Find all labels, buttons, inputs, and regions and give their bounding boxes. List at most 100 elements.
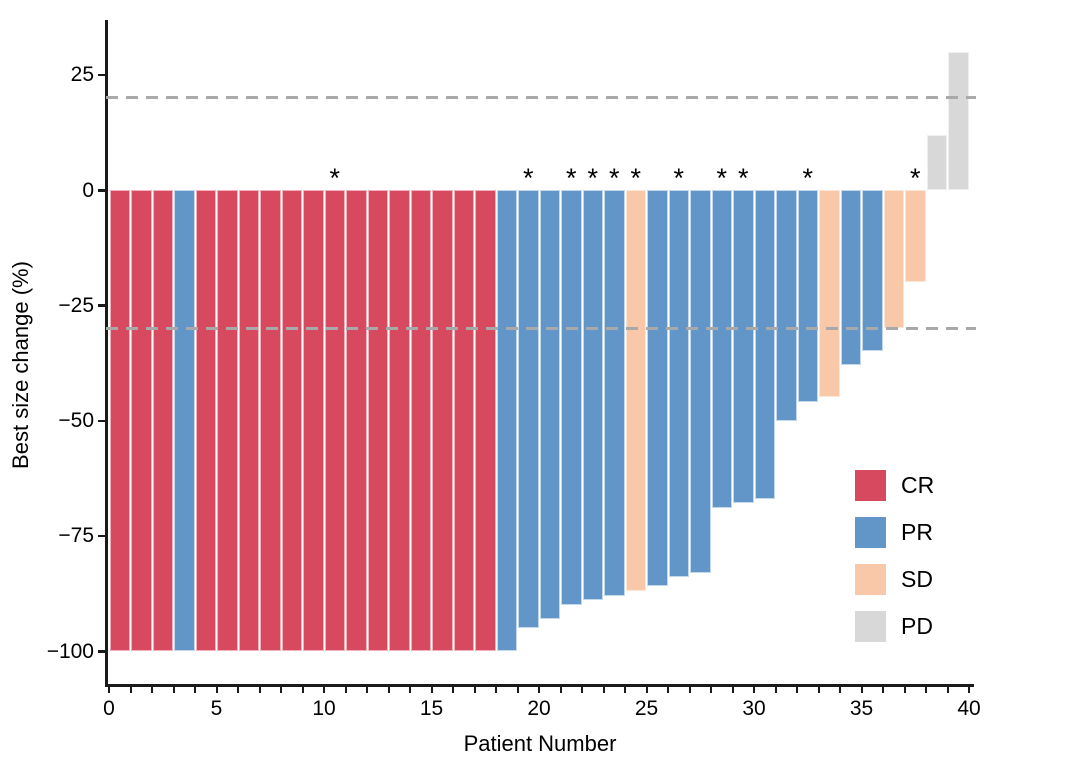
bar-patient-34 (819, 190, 840, 398)
bar-patient-21 (539, 190, 560, 619)
significance-asterisk-patient-29: * (716, 163, 727, 193)
bar-patient-33 (797, 190, 818, 403)
y-tick (98, 534, 105, 538)
x-tick (624, 687, 626, 693)
bar-patient-30 (733, 190, 754, 504)
x-tick (516, 687, 519, 693)
x-tick (301, 687, 304, 693)
bar-patient-6 (217, 190, 238, 651)
y-tick (98, 419, 105, 422)
bar-patient-39 (926, 134, 947, 190)
x-tick (753, 687, 755, 693)
bar-patient-10 (303, 190, 324, 651)
x-tick (323, 687, 325, 693)
bar-patient-35 (840, 190, 861, 366)
x-tick (903, 687, 906, 693)
x-tick (688, 687, 691, 693)
legend-item-cr: CR (855, 469, 934, 501)
bar-patient-26 (647, 190, 668, 587)
x-tick (172, 687, 175, 693)
legend-label-sd: SD (901, 565, 933, 592)
bar-patient-18 (475, 190, 496, 651)
bar-patient-40 (948, 51, 969, 190)
bar-patient-25 (625, 190, 646, 592)
x-tick (344, 687, 347, 693)
bar-patient-7 (238, 190, 259, 651)
bar-patient-4 (174, 190, 195, 651)
y-tick-label: −50 (58, 409, 94, 432)
x-tick (710, 687, 712, 693)
x-tick (215, 687, 218, 693)
legend-label-pd: PD (901, 612, 933, 639)
x-tick (387, 687, 390, 693)
x-tick (559, 687, 562, 693)
significance-asterisk-patient-24: * (608, 163, 620, 193)
x-tick (194, 687, 196, 693)
reference-line-minus30 (106, 326, 976, 330)
significance-asterisk-patient-25: * (630, 163, 641, 193)
bar-patient-14 (389, 190, 410, 651)
x-tick (774, 687, 777, 693)
bar-patient-28 (690, 190, 711, 573)
x-tick (473, 687, 476, 693)
x-tick (645, 687, 648, 693)
bar-patient-8 (260, 190, 281, 651)
significance-asterisk-patient-38: * (909, 163, 921, 193)
x-tick (129, 687, 132, 693)
legend-item-pd: PD (855, 610, 933, 642)
x-tick (817, 687, 820, 693)
x-tick (581, 687, 583, 693)
y-tick-label: 0 (82, 178, 94, 202)
x-tick (151, 687, 153, 693)
legend-item-sd: SD (855, 563, 933, 595)
bar-patient-5 (195, 190, 216, 651)
legend-label-pr: PR (901, 518, 933, 545)
x-tick (860, 687, 863, 693)
legend-swatch-sd (855, 563, 886, 595)
x-tick (366, 687, 368, 693)
bar-patient-27 (668, 190, 689, 578)
x-tick (602, 687, 605, 693)
bar-patient-38 (905, 190, 926, 283)
reference-line-plus20 (106, 96, 976, 100)
y-axis-line (105, 20, 108, 687)
legend-swatch-pr (855, 516, 886, 548)
x-tick (538, 687, 540, 693)
y-tick (98, 189, 105, 192)
bar-patient-17 (453, 190, 474, 651)
bar-patient-36 (862, 190, 883, 352)
bar-patient-32 (776, 190, 797, 421)
x-axis-line (105, 684, 974, 687)
bar-patient-1 (109, 190, 130, 651)
x-tick (280, 687, 282, 693)
bar-patient-29 (711, 190, 732, 509)
x-tick (839, 687, 841, 693)
x-tick (667, 687, 669, 693)
significance-asterisk-patient-11: * (329, 163, 340, 193)
bar-patient-13 (367, 190, 388, 651)
x-tick (968, 687, 970, 693)
y-tick-label: 25 (70, 63, 94, 87)
x-tick-label: 40 (957, 697, 981, 720)
x-tick (495, 687, 497, 693)
x-tick (452, 687, 454, 693)
bar-patient-37 (883, 190, 904, 329)
legend-label-cr: CR (901, 471, 935, 498)
bar-patient-12 (346, 190, 367, 651)
bar-patient-31 (754, 190, 775, 499)
bar-patient-3 (152, 190, 173, 651)
y-tick-label: −25 (58, 293, 94, 317)
legend-swatch-cr (855, 469, 886, 501)
y-tick-label: −75 (58, 524, 94, 548)
significance-asterisk-patient-22: * (565, 163, 577, 193)
bar-patient-20 (518, 190, 539, 628)
bar-patient-16 (432, 190, 453, 651)
x-tick-label: 25 (634, 697, 659, 720)
y-axis-title: Best size change (%) (8, 261, 33, 469)
x-tick-label: 20 (527, 697, 551, 720)
legend-item-pr: PR (855, 516, 933, 548)
x-tick (882, 687, 884, 693)
x-tick-label: 15 (419, 697, 444, 720)
bar-patient-22 (561, 190, 582, 605)
